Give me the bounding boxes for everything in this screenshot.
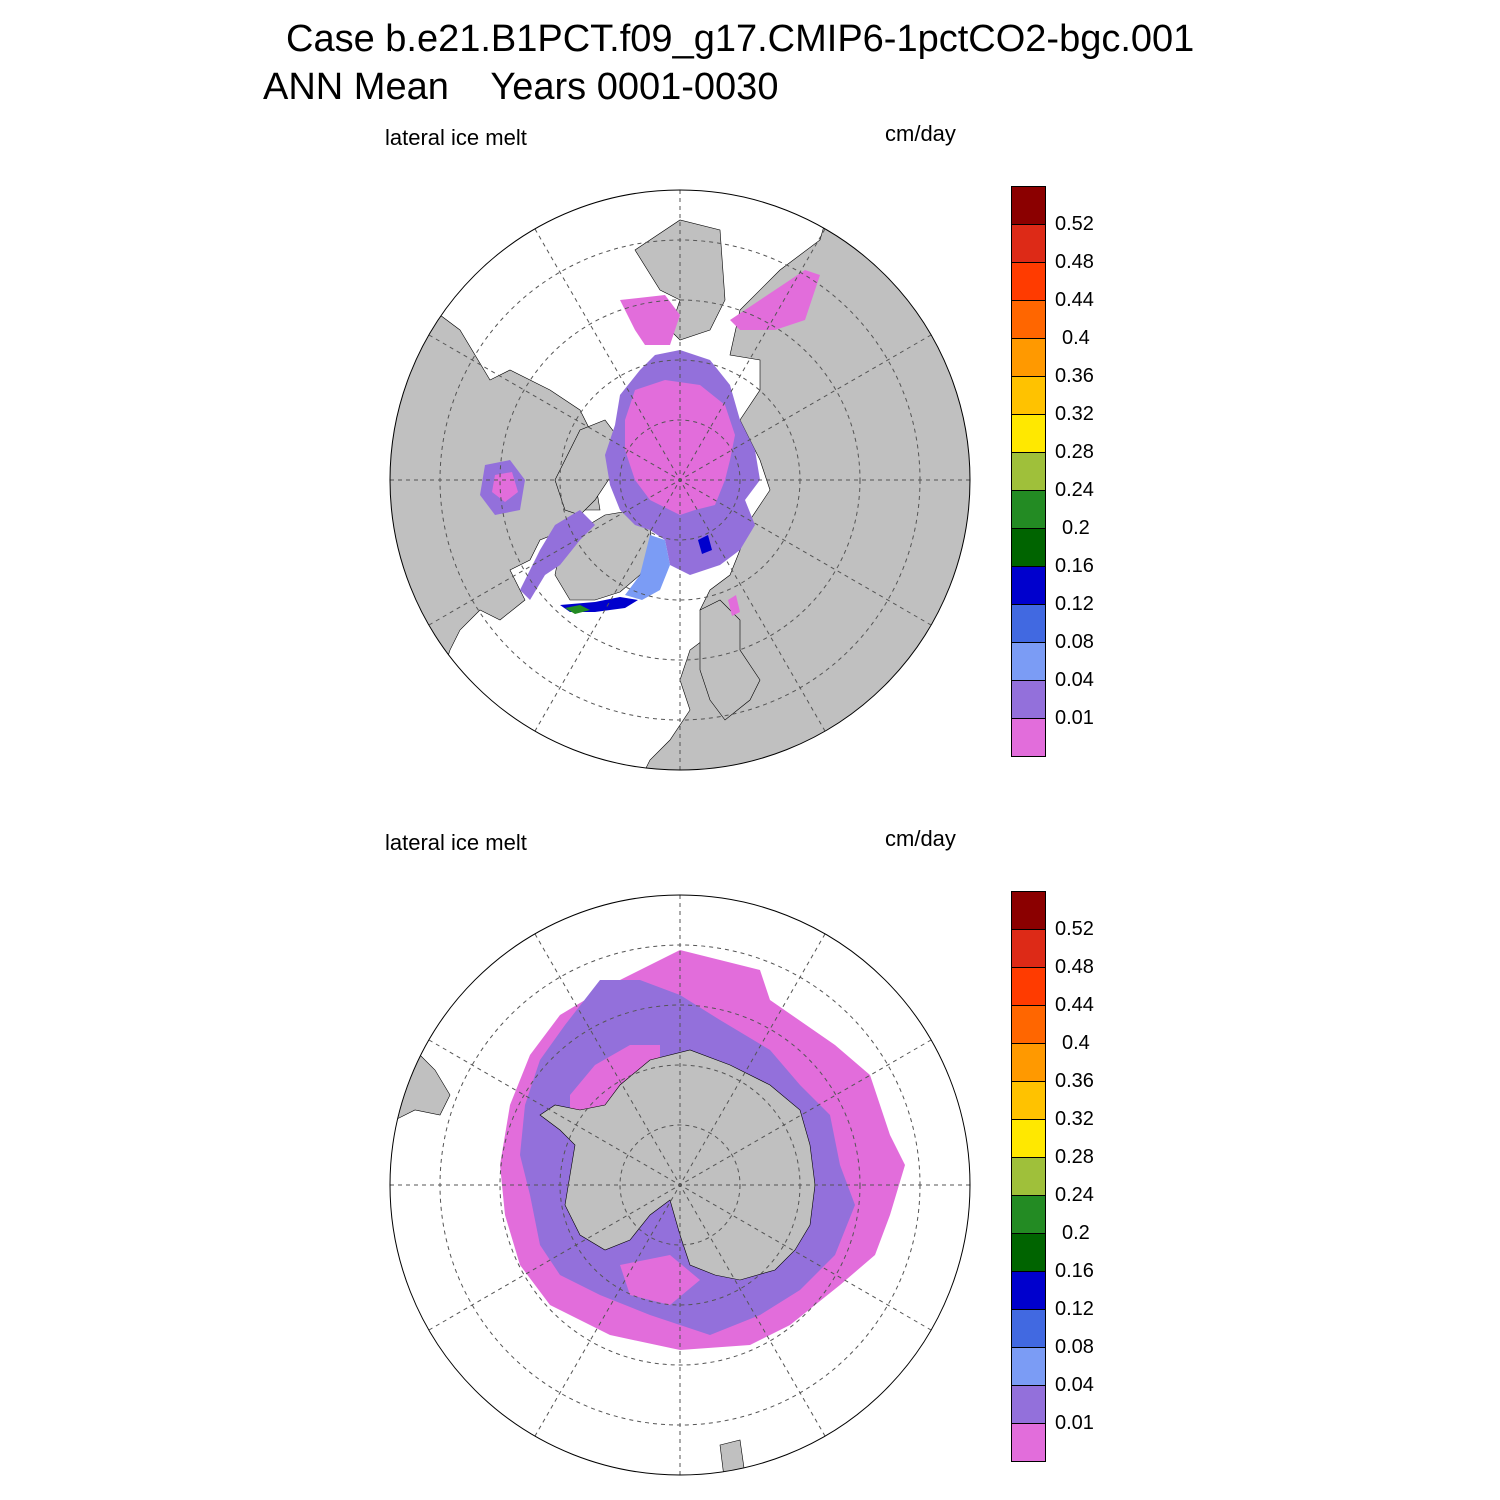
cbar2-tick-label: 0.12 [1055,1298,1094,1320]
south-land-africa-tip [719,1439,746,1475]
cbar1-box-10 [1011,566,1046,604]
cbar2-tick-label: 0.24 [1055,1184,1094,1206]
cbar1-box-12 [1011,642,1046,680]
cbar2-box-0 [1011,891,1046,929]
cbar2-tick-label: 0.01 [1055,1412,1094,1434]
south-graticule [390,895,970,1475]
cbar2-box-11 [1011,1309,1046,1347]
cbar1-box-6 [1011,414,1046,452]
cbar1-box-14 [1011,718,1046,757]
cbar2-tick-label: 0.48 [1055,956,1094,978]
north-ice-baffin [520,510,595,600]
cbar1-tick-label: 0.52 [1055,213,1094,235]
cbar1-tick-label: 0.44 [1055,289,1094,311]
north-ice-baltic [728,595,740,616]
north-ice-greenland-east [625,535,670,600]
figure-title-line1: Case b.e21.B1PCT.f09_g17.CMIP6-1pctCO2-b… [286,18,1195,60]
cbar1-tick-label: 0.32 [1055,403,1094,425]
cbar2-box-1 [1011,929,1046,967]
cbar2-tick-label: 0.16 [1055,1260,1094,1282]
north-ice-okhotsk [620,295,680,345]
north-graticule [390,190,970,770]
cbar2-tick-label: 0.08 [1055,1336,1094,1358]
cbar2-tick-label: 0.52 [1055,918,1094,940]
cbar1-tick-label: 0.01 [1055,707,1094,729]
south-map-border [389,894,971,1476]
cbar1-box-5 [1011,376,1046,414]
panel2-variable-label: lateral ice melt [385,830,527,855]
cbar2-box-8 [1011,1195,1046,1233]
cbar1-box-13 [1011,680,1046,718]
panel2-colorbar [1011,891,1046,1462]
cbar2-box-9 [1011,1233,1046,1271]
cbar1-box-0 [1011,186,1046,224]
north-map-border [389,189,971,771]
south-ice-inner-pink-patch [570,1045,660,1125]
panel1-variable-label: lateral ice melt [385,125,527,150]
cbar1-box-4 [1011,338,1046,376]
south-ice-inner-pink-patch2 [620,1255,700,1305]
cbar2-box-5 [1011,1081,1046,1119]
cbar2-tick-label: 0.36 [1055,1070,1094,1092]
cbar2-box-10 [1011,1271,1046,1309]
cbar1-tick-label: 0.28 [1055,441,1094,463]
cbar2-tick-label: 0.32 [1055,1108,1094,1130]
panel2-units-label: cm/day [885,826,956,851]
south-land-antarctica [539,1049,816,1281]
cbar1-box-1 [1011,224,1046,262]
cbar2-box-12 [1011,1347,1046,1385]
north-land-europe [699,599,761,721]
cbar2-box-7 [1011,1157,1046,1195]
cbar1-tick-label: 0.08 [1055,631,1094,653]
cbar2-box-14 [1011,1423,1046,1462]
north-ice-svalbard [698,535,712,554]
cbar1-tick-label: 0.12 [1055,593,1094,615]
cbar1-box-3 [1011,300,1046,338]
panel1-units-label: cm/day [885,121,956,146]
cbar1-tick-label: 0.16 [1055,555,1094,577]
south-polar-map [389,894,971,1476]
cbar1-tick-label: 0.2 [1062,517,1090,539]
cbar1-box-2 [1011,262,1046,300]
cbar2-tick-label: 0.28 [1055,1146,1094,1168]
figure-title-line2: ANN Mean Years 0001-0030 [263,66,779,108]
cbar2-box-2 [1011,967,1046,1005]
cbar1-box-9 [1011,528,1046,566]
cbar2-tick-label: 0.44 [1055,994,1094,1016]
cbar1-box-11 [1011,604,1046,642]
cbar2-box-3 [1011,1005,1046,1043]
cbar2-box-4 [1011,1043,1046,1081]
cbar1-box-7 [1011,452,1046,490]
cbar2-box-6 [1011,1119,1046,1157]
cbar2-tick-label: 0.2 [1062,1222,1090,1244]
north-ice-greenland-south-green [565,605,590,614]
cbar1-tick-label: 0.24 [1055,479,1094,501]
cbar1-tick-label: 0.04 [1055,669,1094,691]
cbar1-tick-label: 0.36 [1055,365,1094,387]
cbar2-box-13 [1011,1385,1046,1423]
cbar1-box-8 [1011,490,1046,528]
cbar2-tick-label: 0.04 [1055,1374,1094,1396]
cbar1-tick-label: 0.48 [1055,251,1094,273]
cbar1-tick-label: 0.4 [1062,327,1090,349]
panel1-colorbar [1011,186,1046,757]
cbar2-tick-label: 0.4 [1062,1032,1090,1054]
north-polar-map [389,189,971,771]
